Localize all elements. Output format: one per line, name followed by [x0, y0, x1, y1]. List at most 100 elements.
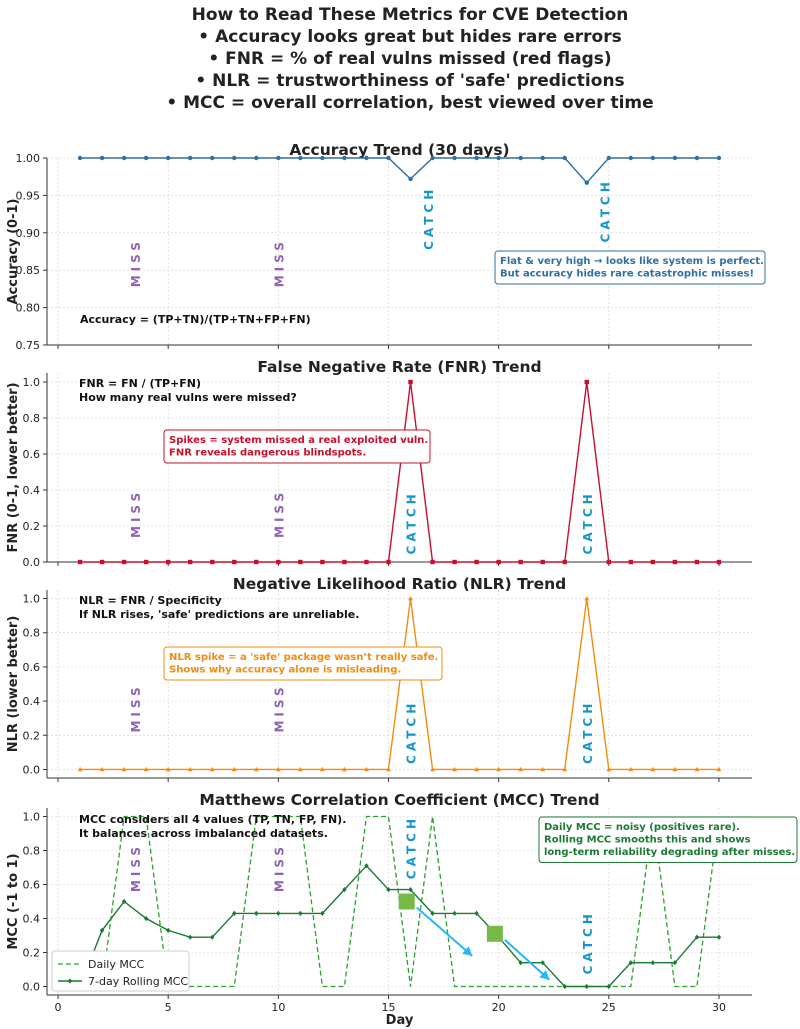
data-point	[628, 960, 634, 966]
data-point	[99, 927, 105, 933]
y-tick-label: 0.0	[23, 556, 41, 569]
data-point	[232, 559, 237, 565]
data-point	[540, 155, 545, 161]
y-tick-label: 0.6	[23, 448, 41, 461]
data-point	[452, 559, 457, 565]
data-point	[99, 766, 105, 772]
y-tick-label: 0.4	[23, 484, 41, 497]
data-point	[518, 766, 524, 772]
catch-annotation: CATCH	[422, 186, 436, 250]
callout-box: Daily MCC = noisy (positives rare). Rolli…	[538, 816, 798, 863]
data-point	[143, 559, 149, 565]
data-point	[143, 766, 149, 772]
legend-item-daily-mcc: Daily MCC	[58, 958, 145, 971]
catch-annotation: CATCH	[405, 490, 419, 554]
data-point	[276, 559, 281, 565]
y-tick-label: 0.2	[23, 729, 41, 742]
data-point	[386, 155, 391, 161]
y-tick-label: 1.00	[16, 152, 41, 165]
y-tick-label: 0.85	[16, 264, 41, 277]
data-point	[121, 766, 127, 772]
series-nlr	[77, 595, 722, 772]
data-point	[430, 155, 435, 161]
series-line	[80, 381, 719, 563]
data-point	[232, 910, 237, 916]
data-point	[540, 960, 545, 966]
data-point	[518, 559, 523, 565]
series-7-day-rolling-mcc	[77, 863, 722, 990]
series-line	[80, 157, 719, 184]
data-point	[298, 910, 303, 916]
data-point	[562, 559, 567, 565]
data-point	[408, 379, 413, 385]
data-point	[452, 155, 457, 161]
data-point	[408, 176, 413, 182]
header-bullet-mcc: • MCC = overall correlation, best viewed…	[166, 93, 653, 113]
chart-title: Matthews Correlation Coefficient (MCC) T…	[199, 791, 599, 809]
y-tick-label: 0.90	[16, 227, 41, 240]
callout-text: Rolling MCC smooths this and shows	[544, 835, 751, 846]
data-point	[474, 559, 479, 565]
legend-label: Daily MCC	[88, 958, 145, 971]
series-line	[79, 864, 719, 988]
data-point	[364, 766, 369, 772]
formula-text: Accuracy = (TP+TN)/(TP+TN+FP+FN)	[80, 313, 311, 326]
data-point	[231, 766, 237, 772]
miss-annotation: MISS	[272, 238, 286, 287]
data-point	[143, 915, 149, 922]
series-fnr	[77, 379, 722, 565]
chart-title: Accuracy Trend (30 days)	[289, 141, 509, 159]
chart-panel-2: False Negative Rate (FNR) Trend 0.0 0.2 0.4…	[6, 358, 752, 569]
data-point	[716, 559, 722, 565]
data-point	[342, 155, 347, 161]
data-point	[99, 155, 105, 161]
callout-text: Flat & very high → looks like system is …	[500, 256, 764, 267]
y-axis-label: Accuracy (0-1)	[6, 199, 21, 305]
miss-annotation: MISS	[272, 683, 286, 732]
data-point	[562, 766, 568, 772]
data-point	[584, 180, 589, 185]
data-point	[408, 887, 413, 893]
charts-area: Accuracy Trend (30 days)0.750.800.850.90…	[6, 141, 798, 1028]
miss-annotation: MISS	[129, 683, 143, 732]
callout-border	[163, 646, 443, 681]
arrow-shaft	[416, 906, 473, 957]
data-point	[694, 766, 700, 772]
data-point	[628, 766, 634, 772]
data-point	[650, 766, 656, 772]
data-point	[364, 155, 369, 161]
y-tick-label: 0.0	[23, 763, 41, 776]
data-point	[275, 766, 281, 772]
data-point	[716, 934, 722, 940]
data-point	[540, 766, 546, 772]
y-tick-label: 0.80	[16, 302, 41, 315]
header-title: How to Read These Metrics for CVE Detect…	[192, 5, 629, 25]
y-tick-label: 0.2	[23, 520, 41, 533]
catch-annotation: CATCH	[598, 178, 612, 242]
data-point	[606, 559, 611, 565]
y-tick-label: 0.95	[16, 189, 41, 202]
trend-arrow	[398, 893, 473, 957]
data-point	[672, 766, 678, 772]
y-tick-label: 1.0	[23, 811, 41, 824]
data-point	[188, 559, 193, 565]
data-point	[584, 595, 590, 601]
catch-annotation: CATCH	[581, 700, 595, 764]
data-point	[121, 559, 127, 565]
data-point	[650, 559, 656, 565]
chart-panel-4: Matthews Correlation Coefficient (MCC) T…	[6, 791, 798, 1028]
callout-text: Shows why accuracy alone is misleading.	[169, 665, 401, 676]
data-point	[253, 766, 259, 772]
y-tick-label: 0.4	[23, 695, 41, 708]
data-point	[452, 910, 457, 916]
data-point	[672, 559, 678, 565]
header-bullet-fnr: • FNR = % of real vulns missed (red flag…	[208, 49, 611, 69]
data-point	[77, 766, 83, 772]
y-tick-label: 0.4	[23, 913, 41, 926]
x-tick-label: 25	[602, 1001, 616, 1014]
data-point	[518, 155, 523, 161]
header: How to Read These Metrics for CVE Detect…	[166, 5, 653, 113]
x-tick-label: 5	[165, 1001, 172, 1014]
miss-annotation: MISS	[129, 843, 143, 892]
